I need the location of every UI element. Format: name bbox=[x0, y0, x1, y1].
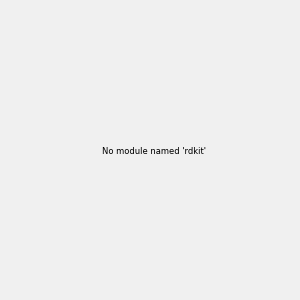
Text: No module named 'rdkit': No module named 'rdkit' bbox=[102, 147, 206, 156]
